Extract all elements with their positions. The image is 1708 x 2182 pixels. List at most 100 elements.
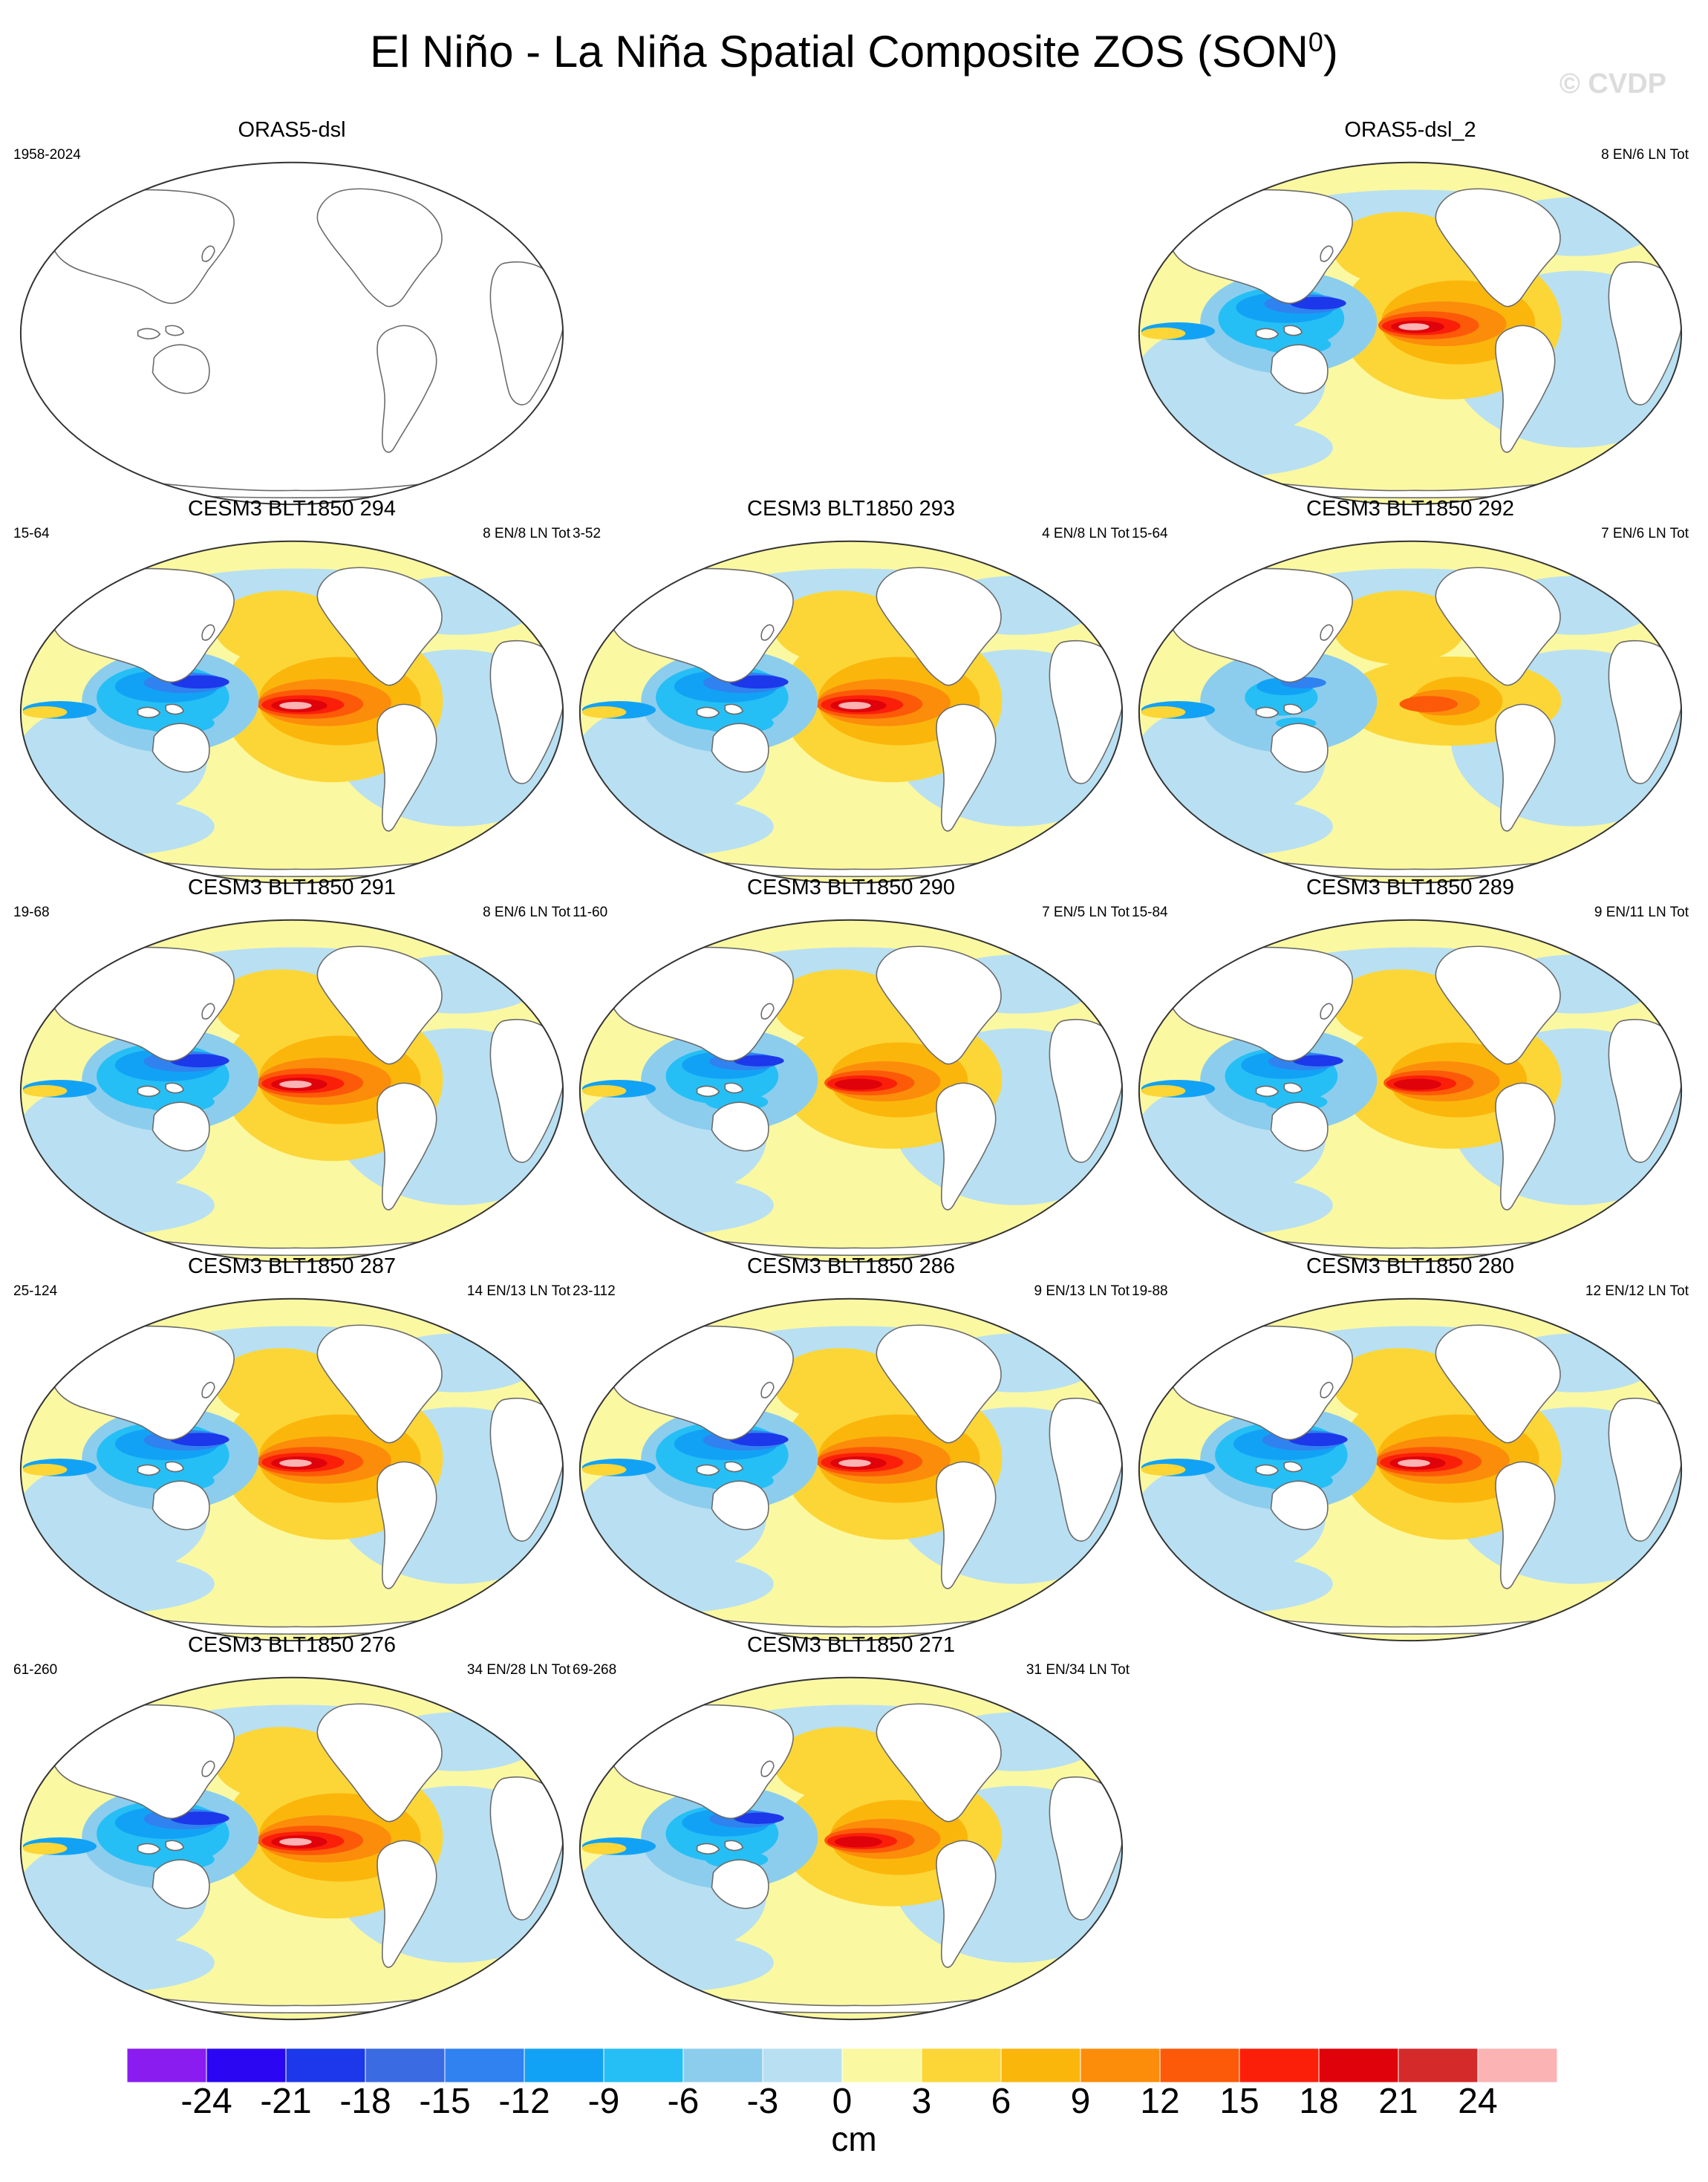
- colorbar-swatch: [1159, 2048, 1240, 2082]
- panel-event-count: 31 EN/34 LN Tot: [1026, 1662, 1130, 1678]
- anomaly-contour: [838, 702, 871, 709]
- map-border: [578, 1297, 1124, 1642]
- land-greenland: [1014, 545, 1058, 580]
- land-asia: [608, 567, 794, 683]
- land-japan: [201, 1760, 215, 1777]
- panel-years-label: 1958-2024: [13, 147, 81, 163]
- land-greenland: [454, 1681, 499, 1716]
- panel-title: ORAS5-dsl_2: [1344, 118, 1476, 142]
- colorbar-swatch: [1000, 2048, 1081, 2082]
- land-asia: [49, 189, 235, 304]
- panel-event-count: 8 EN/8 LN Tot: [483, 526, 570, 541]
- map-projection: [1138, 1297, 1683, 1642]
- anomaly-contour: [22, 1084, 68, 1097]
- panel-years-label: 19-88: [1132, 1283, 1168, 1299]
- land-greenland: [454, 545, 499, 580]
- land-greenland: [1573, 1303, 1617, 1338]
- colorbar-swatch: [1398, 2048, 1479, 2082]
- ocean-background: [20, 162, 564, 505]
- panel-title: CESM3 BLT1850 289: [1306, 876, 1514, 899]
- map-border: [19, 1297, 564, 1642]
- map-border: [578, 540, 1124, 885]
- anomaly-contour: [170, 1811, 229, 1826]
- map-panel: CESM3 BLT1850 291 19-68 8 EN/6 LN Tot: [13, 875, 570, 1263]
- anomaly-contour: [1393, 1078, 1441, 1090]
- land-australia: [1270, 1480, 1329, 1531]
- panel-title: CESM3 BLT1850 290: [747, 876, 955, 899]
- map-projection: [19, 1676, 564, 2021]
- map-projection: [19, 919, 564, 1263]
- anomaly-contour: [1141, 327, 1186, 339]
- colorbar-tick-label: -21: [260, 2082, 312, 2121]
- colorbar-swatch: [921, 2048, 1002, 2082]
- colorbar-tick-label: 9: [1070, 2082, 1091, 2121]
- map-projection: [578, 1297, 1124, 1642]
- land-southAmerica: [1495, 1082, 1556, 1211]
- panel-years-label: 25-124: [13, 1283, 58, 1299]
- anomaly-contour: [581, 1084, 627, 1097]
- anomaly-contour: [1141, 706, 1186, 718]
- colorbar-unit: cm: [831, 2120, 877, 2158]
- land-indonesia: [137, 325, 185, 339]
- land-asia: [608, 1325, 794, 1441]
- map-panel: CESM3 BLT1850 276 61-260 34 EN/28 LN Tot: [13, 1632, 570, 2021]
- panel-event-count: 9 EN/13 LN Tot: [1034, 1283, 1130, 1299]
- land-japan: [201, 1003, 215, 1020]
- land-japan: [1320, 1381, 1334, 1398]
- panel-years-label: 23-112: [573, 1283, 616, 1299]
- colorbar-swatch: [682, 2048, 763, 2082]
- anomaly-contour: [214, 969, 348, 1043]
- land-southAmerica: [1495, 703, 1556, 832]
- map-border: [19, 540, 564, 885]
- panel-event-count: 7 EN/6 LN Tot: [1601, 526, 1689, 541]
- land-australia: [711, 1859, 769, 1909]
- figure-title-close: ): [1323, 27, 1338, 76]
- map-border: [1138, 161, 1683, 506]
- anomaly-contour: [1290, 296, 1346, 310]
- map-panel: CESM3 BLT1850 293 3-52 4 EN/8 LN Tot: [573, 496, 1130, 885]
- land-northAmerica: [876, 1324, 1002, 1444]
- panel-title: CESM3 BLT1850 287: [188, 1254, 396, 1278]
- land-southAmerica: [377, 1461, 437, 1589]
- anomaly-contour: [773, 969, 907, 1043]
- anomaly-contour: [773, 1727, 907, 1801]
- panel-event-count: 34 EN/28 LN Tot: [466, 1662, 570, 1678]
- map-border: [1138, 540, 1683, 885]
- map-border: [19, 161, 564, 506]
- colorbar-swatch: [524, 2048, 604, 2082]
- anomaly-contour: [773, 590, 907, 665]
- anomaly-contour: [581, 1842, 627, 1854]
- anomaly-contour: [1332, 969, 1466, 1043]
- colorbar-tick-label: 15: [1219, 2082, 1259, 2121]
- anomaly-contour: [170, 1054, 229, 1068]
- map-panel: CESM3 BLT1850 280 19-88 12 EN/12 LN Tot: [1132, 1254, 1689, 1642]
- land-indonesia: [137, 703, 185, 718]
- land-australia: [151, 1101, 210, 1152]
- colorbar-swatch: [365, 2048, 446, 2082]
- land-indonesia: [696, 1082, 744, 1097]
- colorbar-tick-label: -9: [587, 2082, 620, 2121]
- anomaly-contour: [734, 1055, 784, 1066]
- colorbar-tick-label: -18: [339, 2082, 391, 2121]
- anomaly-contour: [279, 1081, 312, 1088]
- anomaly-contour: [581, 706, 627, 718]
- land-southAmerica: [1495, 1461, 1556, 1589]
- land-australia: [151, 1480, 210, 1531]
- land-greenland: [1573, 924, 1617, 959]
- land-asia: [49, 567, 235, 683]
- land-japan: [1320, 245, 1334, 262]
- cvdp-watermark: © CVDP: [1559, 68, 1666, 100]
- panel-title: ORAS5-dsl: [238, 118, 346, 142]
- panel-event-count: 7 EN/5 LN Tot: [1042, 905, 1130, 920]
- map-projection: [1138, 919, 1683, 1263]
- colorbar-tick-label: -15: [419, 2082, 471, 2121]
- colorbar-tick-label: 6: [991, 2082, 1011, 2121]
- colorbar-swatch: [1318, 2048, 1399, 2082]
- colorbar-tick-labels: -24 -21 -18 -15 -12 -9 -6 -3 0 3 6 9 12 15 18 21 24: [0, 2080, 1708, 2124]
- land-northAmerica: [1435, 188, 1561, 307]
- panel-event-count: 9 EN/11 LN Tot: [1594, 905, 1689, 920]
- anomaly-contour: [279, 1459, 312, 1467]
- panel-title: CESM3 BLT1850 294: [188, 497, 396, 521]
- colorbar: [127, 2048, 1557, 2082]
- land-asia: [1167, 946, 1353, 1062]
